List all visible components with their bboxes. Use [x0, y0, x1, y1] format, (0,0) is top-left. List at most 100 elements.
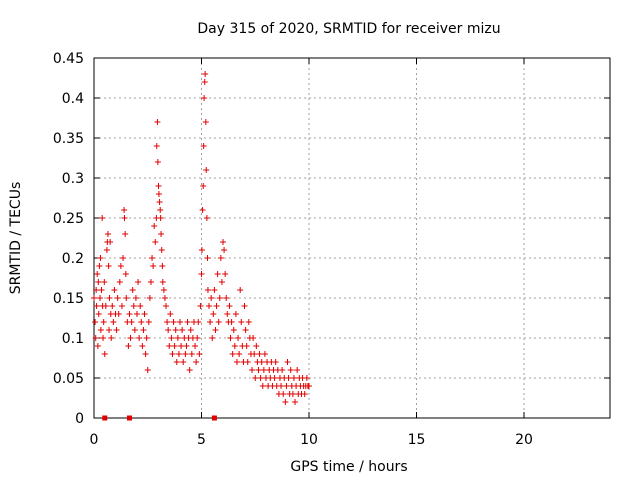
data-point: [216, 295, 223, 301]
data-point: [166, 343, 173, 349]
data-point: [99, 215, 106, 221]
data-point: [280, 391, 287, 397]
y-tick-label: 0.45: [53, 51, 84, 67]
data-point: [103, 247, 110, 253]
data-point: [92, 319, 99, 325]
data-point: [120, 255, 127, 261]
data-point: [150, 263, 157, 269]
data-point: [174, 335, 181, 341]
data-point: [151, 223, 158, 229]
data-point: [157, 207, 164, 213]
data-point: [154, 159, 161, 165]
data-point: [236, 351, 243, 357]
data-point: [207, 319, 214, 325]
data-point: [215, 319, 222, 325]
y-tick-label: 0.1: [62, 331, 84, 347]
data-point: [192, 343, 199, 349]
data-point: [226, 303, 233, 309]
data-point: [284, 359, 291, 365]
y-tick-label: 0.3: [62, 171, 84, 187]
x-tick-label: 5: [197, 432, 206, 448]
x-tick-label: 10: [300, 432, 318, 448]
data-point: [165, 327, 172, 333]
data-point: [114, 295, 121, 301]
data-point: [146, 295, 153, 301]
x-tick-label: 20: [515, 432, 533, 448]
data-point: [169, 351, 176, 357]
y-tick-label: 0.15: [53, 291, 84, 307]
data-point: [306, 383, 312, 389]
data-point: [278, 383, 285, 389]
data-point: [127, 335, 134, 341]
data-point: [128, 319, 135, 325]
data-point-square: [102, 415, 108, 421]
data-point: [200, 143, 207, 149]
data-point: [217, 255, 224, 261]
data-point: [285, 375, 292, 381]
data-point: [203, 167, 210, 173]
data-point: [111, 287, 118, 293]
data-point: [147, 279, 154, 285]
data-point: [136, 335, 143, 341]
data-point: [272, 359, 279, 365]
data-point: [178, 343, 185, 349]
data-point: [117, 263, 124, 269]
data-point: [209, 335, 216, 341]
data-point: [97, 295, 104, 301]
data-point: [238, 319, 245, 325]
data-point: [91, 295, 97, 301]
data-point: [171, 343, 178, 349]
x-axis-label: GPS time / hours: [290, 459, 407, 475]
series-markers-at-zero: [102, 415, 217, 421]
data-point: [130, 303, 137, 309]
data-point: [252, 375, 259, 381]
data-point-square: [211, 415, 217, 421]
data-point: [211, 287, 218, 293]
data-point: [261, 351, 268, 357]
data-point: [199, 207, 206, 213]
data-point: [282, 399, 289, 405]
data-point: [301, 391, 308, 397]
data-point: [93, 287, 100, 293]
data-point: [194, 335, 201, 341]
data-point: [149, 255, 156, 261]
data-point: [193, 359, 200, 365]
data-point: [97, 255, 104, 261]
data-point: [198, 271, 205, 277]
y-tick-label: 0.4: [62, 91, 84, 107]
data-point: [101, 279, 108, 285]
data-point: [131, 327, 138, 333]
data-point: [258, 359, 265, 365]
data-point: [241, 303, 248, 309]
data-point: [197, 303, 204, 309]
data-point: [110, 319, 117, 325]
data-point: [155, 183, 162, 189]
data-point: [102, 303, 109, 309]
data-point: [228, 319, 235, 325]
data-point: [92, 335, 99, 341]
data-point: [279, 367, 286, 373]
data-point: [188, 351, 195, 357]
data-point: [255, 367, 262, 373]
data-point: [195, 319, 202, 325]
data-point: [203, 215, 210, 221]
data-point: [294, 367, 301, 373]
data-point: [160, 287, 167, 293]
data-point: [158, 231, 165, 237]
data-point: [93, 303, 100, 309]
data-point: [253, 343, 260, 349]
data-point: [153, 143, 160, 149]
data-point: [152, 239, 159, 245]
data-point: [202, 71, 209, 77]
data-point: [290, 375, 297, 381]
data-point: [97, 327, 104, 333]
data-point: [141, 311, 148, 317]
data-point: [101, 351, 108, 357]
y-tick-label: 0.35: [53, 131, 84, 147]
data-point: [96, 263, 103, 269]
data-point: [232, 311, 239, 317]
data-point: [159, 279, 166, 285]
y-tick-label: 0.2: [62, 251, 84, 267]
series-SRMTID: [91, 71, 312, 405]
